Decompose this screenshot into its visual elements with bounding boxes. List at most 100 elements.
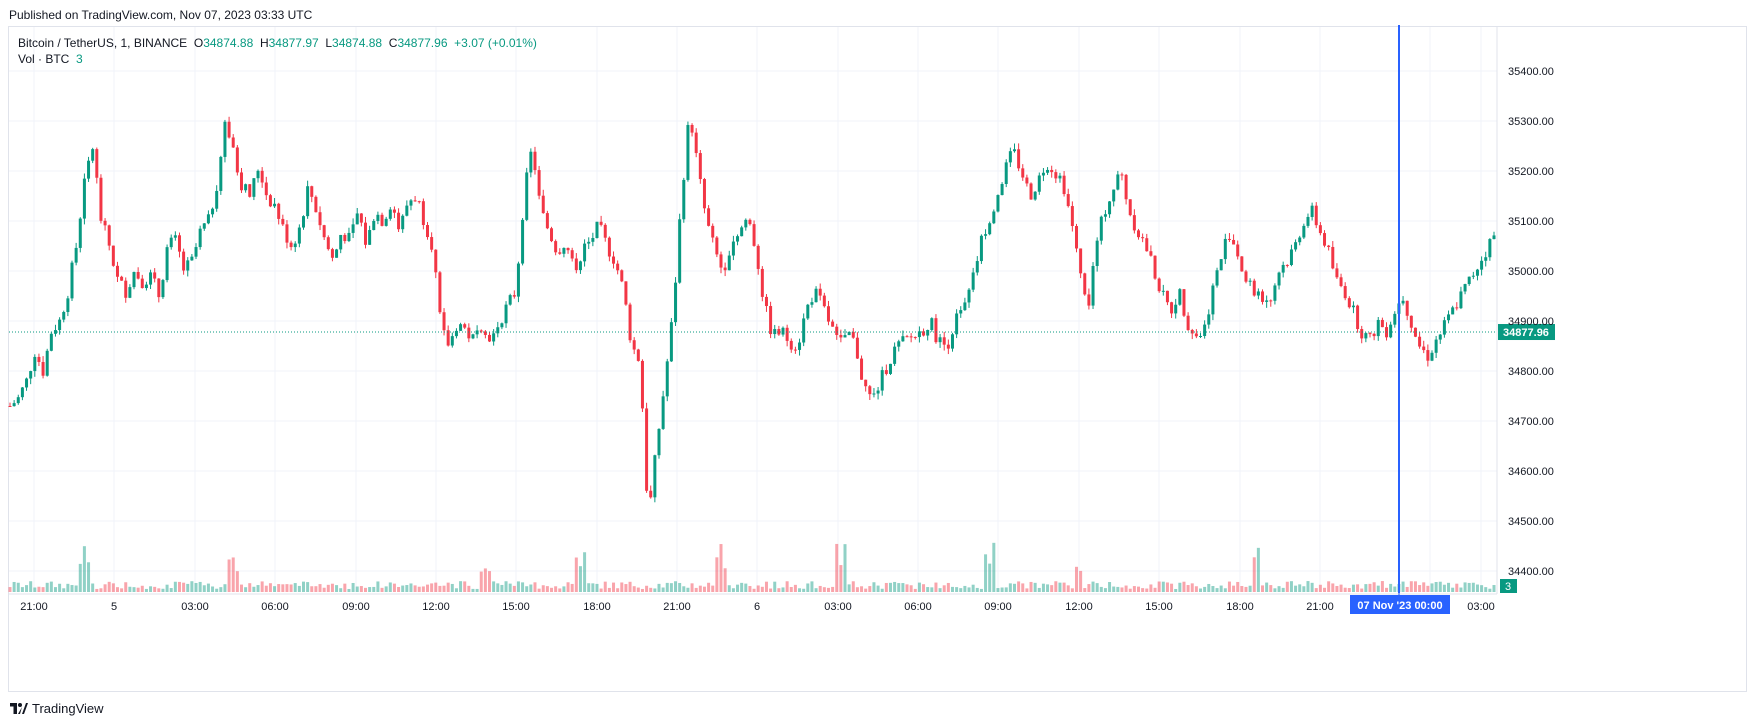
- candle-body: [959, 310, 963, 314]
- volume-bar: [645, 585, 649, 592]
- candle-body: [781, 327, 785, 335]
- volume-bar: [603, 581, 607, 592]
- candle-body: [268, 195, 272, 207]
- candle-body: [839, 334, 843, 338]
- volume-bar: [1434, 582, 1438, 592]
- candle-body: [1294, 242, 1298, 250]
- candle-body: [496, 327, 500, 334]
- volume-bar: [583, 552, 587, 592]
- candle-body: [682, 179, 686, 220]
- candle-body: [1161, 290, 1165, 292]
- candle-body: [843, 335, 847, 338]
- candle-body: [525, 172, 529, 220]
- candle-body: [864, 379, 868, 387]
- volume-bar: [975, 587, 979, 592]
- candle-body: [355, 213, 359, 225]
- volume-bar: [471, 588, 475, 592]
- volume-bar: [653, 588, 657, 592]
- candle-body: [1099, 216, 1103, 241]
- volume-bar: [149, 586, 153, 592]
- candle-body: [508, 295, 512, 305]
- candle-body: [901, 336, 905, 342]
- high-label: H: [259, 36, 269, 50]
- candle-body: [1380, 319, 1384, 328]
- candle-body: [632, 340, 636, 350]
- candle-body: [310, 186, 314, 197]
- volume-bar: [880, 588, 884, 592]
- legend-volume-row: Vol · BTC 3: [18, 51, 537, 67]
- volume-bar: [1389, 583, 1393, 592]
- candle-body: [1389, 324, 1393, 338]
- volume-bar: [525, 586, 529, 592]
- candle-body: [190, 256, 194, 261]
- candle-body: [1244, 271, 1248, 282]
- candle-body: [463, 324, 467, 328]
- candle-body: [963, 302, 967, 311]
- candle-body: [1256, 291, 1260, 296]
- volume-bar: [752, 588, 756, 592]
- volume-bar: [1447, 582, 1451, 592]
- last-volume-label: 3: [1505, 581, 1511, 593]
- volume-bar: [206, 583, 210, 592]
- candle-body: [1046, 169, 1050, 173]
- volume-bar: [1463, 582, 1467, 592]
- volume-bar: [1083, 588, 1087, 592]
- candle-body: [161, 280, 165, 298]
- volume-bar: [1281, 587, 1285, 592]
- volume-bar: [1141, 588, 1145, 592]
- candle-body: [1021, 168, 1025, 178]
- volume-bar: [140, 585, 144, 592]
- candle-body: [273, 203, 277, 207]
- volume-label[interactable]: Vol · BTC: [18, 52, 70, 66]
- candle-body: [62, 312, 66, 320]
- candle-body: [1128, 199, 1132, 216]
- candle-body: [421, 201, 425, 226]
- volume-bar: [111, 583, 115, 592]
- candle-body: [1050, 169, 1054, 173]
- volume-bar: [926, 587, 930, 592]
- volume-bar: [946, 582, 950, 592]
- candle-body: [153, 272, 157, 279]
- candle-body: [380, 214, 384, 226]
- volume-bar: [244, 587, 248, 592]
- volume-bar: [992, 542, 996, 592]
- volume-bar: [1480, 585, 1484, 592]
- volume-bar: [318, 584, 322, 592]
- volume-bar: [1033, 582, 1037, 592]
- volume-bar: [1227, 581, 1231, 592]
- candle-body: [1438, 334, 1442, 340]
- volume-bar: [1041, 583, 1045, 592]
- volume-bar: [190, 581, 194, 592]
- y-tick-label: 34400.00: [1508, 566, 1554, 578]
- volume-bar: [1095, 583, 1099, 592]
- volume-bar: [818, 585, 822, 592]
- candle-body: [1008, 151, 1012, 163]
- candle-body: [868, 386, 872, 395]
- candle-body: [1070, 206, 1074, 227]
- tradingview-logo[interactable]: TradingView: [10, 701, 104, 716]
- volume-bar: [657, 583, 661, 592]
- volume-bar: [955, 587, 959, 592]
- volume-bar: [756, 585, 760, 592]
- candle-body: [115, 265, 119, 277]
- candle-body: [752, 224, 756, 246]
- volume-bar: [1310, 582, 1314, 592]
- volume-bar: [211, 586, 215, 592]
- volume-bar: [636, 587, 640, 592]
- volume-bar: [1426, 585, 1430, 592]
- candle-body: [554, 241, 558, 253]
- symbol-name[interactable]: Bitcoin / TetherUS, 1, BINANCE: [18, 36, 188, 50]
- volume-bar: [888, 582, 892, 592]
- volume-bar: [1058, 582, 1062, 592]
- volume-bar: [1182, 581, 1186, 592]
- candle-body: [405, 205, 409, 216]
- volume-bar: [1219, 585, 1223, 592]
- candle-body: [1484, 257, 1488, 261]
- candle-body: [599, 221, 603, 225]
- candle-body: [727, 255, 731, 271]
- volume-bar: [893, 581, 897, 592]
- candle-body: [851, 331, 855, 338]
- candle-body: [1409, 315, 1413, 328]
- volume-bar: [264, 585, 268, 592]
